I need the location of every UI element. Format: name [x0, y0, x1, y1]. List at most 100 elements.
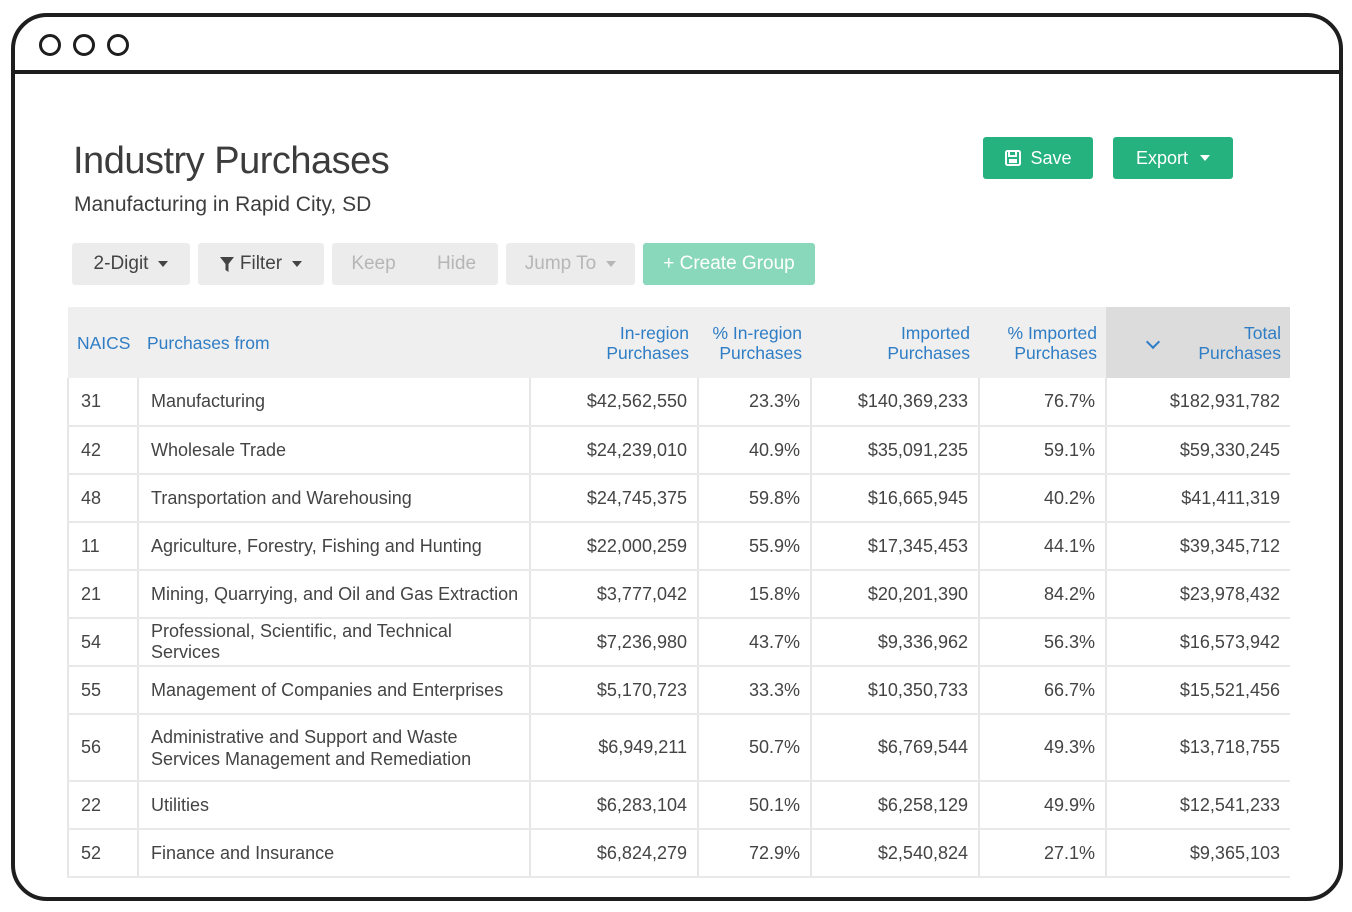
- window-control-dot-2[interactable]: [73, 34, 95, 56]
- pct-imported-cell: 49.9%: [979, 781, 1107, 830]
- naics-cell: 56: [67, 714, 138, 782]
- table-row[interactable]: 21 Mining, Quarrying, and Oil and Gas Ext…: [67, 570, 1290, 619]
- col-header-total-purchases[interactable]: Total Purchases: [1106, 307, 1290, 378]
- total-purchases-cell: $23,978,432: [1106, 570, 1290, 619]
- total-purchases-cell: $13,718,755: [1106, 714, 1290, 782]
- keep-button[interactable]: Keep: [332, 243, 415, 285]
- window-control-dot-1[interactable]: [39, 34, 61, 56]
- imported-purchases-cell: $10,350,733: [811, 666, 980, 715]
- total-purchases-cell: $39,345,712: [1106, 522, 1290, 571]
- pct-inregion-cell: 50.1%: [698, 781, 812, 830]
- table-row[interactable]: 52 Finance and Insurance $6,824,279 72.9% $2…: [67, 829, 1290, 878]
- hide-button[interactable]: Hide: [415, 243, 498, 285]
- total-purchases-cell: $9,365,103: [1106, 829, 1290, 878]
- industry-name-cell[interactable]: Professional, Scientific, and Technical …: [137, 618, 531, 667]
- inregion-purchases-cell: $42,562,550: [530, 378, 699, 427]
- industry-name-cell[interactable]: Administrative and Support and Waste Ser…: [137, 714, 531, 782]
- naics-cell: 11: [67, 522, 138, 571]
- browser-window: Industry Purchases Manufacturing in Rapi…: [11, 13, 1343, 901]
- caret-down-icon: [158, 261, 169, 267]
- table-row[interactable]: 54 Professional, Scientific, and Technica…: [67, 618, 1290, 667]
- industry-name-cell[interactable]: Utilities: [137, 781, 531, 830]
- imported-purchases-cell: $35,091,235: [811, 426, 980, 475]
- pct-inregion-cell: 72.9%: [698, 829, 812, 878]
- industry-name-cell[interactable]: Mining, Quarrying, and Oil and Gas Extra…: [137, 570, 531, 619]
- industry-name-cell[interactable]: Manufacturing: [137, 378, 531, 427]
- create-group-button[interactable]: + Create Group: [643, 243, 815, 285]
- imported-purchases-cell: $16,665,945: [811, 474, 980, 523]
- inregion-purchases-cell: $24,745,375: [530, 474, 699, 523]
- table-row[interactable]: 11 Agriculture, Forestry, Fishing and Hun…: [67, 522, 1290, 571]
- save-button-label: Save: [1030, 147, 1072, 168]
- page-subtitle: Manufacturing in Rapid City, SD: [74, 193, 372, 216]
- jump-to-label: Jump To: [524, 253, 597, 274]
- imported-purchases-cell: $20,201,390: [811, 570, 980, 619]
- table-row[interactable]: 22 Utilities $6,283,104 50.1% $6,258,129 49.9…: [67, 781, 1290, 830]
- pct-inregion-cell: 23.3%: [698, 378, 812, 427]
- col-header-purchases-from[interactable]: Purchases from: [147, 332, 270, 353]
- naics-cell: 42: [67, 426, 138, 475]
- inregion-purchases-cell: $6,283,104: [530, 781, 699, 830]
- create-group-label: + Create Group: [663, 253, 795, 274]
- save-button[interactable]: Save: [983, 137, 1093, 179]
- imported-purchases-cell: $6,258,129: [811, 781, 980, 830]
- naics-cell: 52: [67, 829, 138, 878]
- window-control-dot-3[interactable]: [107, 34, 129, 56]
- sort-descending-icon: [1145, 334, 1161, 350]
- industry-name-cell[interactable]: Management of Companies and Enterprises: [137, 666, 531, 715]
- col-header-pct-inregion[interactable]: % In-region Purchases: [712, 322, 803, 363]
- pct-inregion-cell: 43.7%: [698, 618, 812, 667]
- digit-level-dropdown[interactable]: 2-Digit: [72, 243, 190, 285]
- filter-dropdown[interactable]: Filter: [198, 243, 324, 285]
- inregion-purchases-cell: $24,239,010: [530, 426, 699, 475]
- table-row[interactable]: 31 Manufacturing $42,562,550 23.3% $140,369,…: [67, 378, 1290, 427]
- filter-icon: [219, 256, 234, 272]
- caret-down-icon: [1200, 155, 1211, 161]
- jump-to-dropdown[interactable]: Jump To: [506, 243, 635, 285]
- industry-name-cell[interactable]: Agriculture, Forestry, Fishing and Hunti…: [137, 522, 531, 571]
- naics-cell: 21: [67, 570, 138, 619]
- table-row[interactable]: 42 Wholesale Trade $24,239,010 40.9% $35,091…: [67, 426, 1290, 475]
- industry-name-cell[interactable]: Transportation and Warehousing: [137, 474, 531, 523]
- imported-purchases-cell: $2,540,824: [811, 829, 980, 878]
- imported-purchases-cell: $6,769,544: [811, 714, 980, 782]
- table-row[interactable]: 56 Administrative and Support and Waste S…: [67, 714, 1290, 782]
- total-purchases-cell: $12,541,233: [1106, 781, 1290, 830]
- inregion-purchases-cell: $6,949,211: [530, 714, 699, 782]
- col-header-imported-purchases[interactable]: Imported Purchases: [887, 322, 970, 363]
- keep-hide-group: Keep Hide: [332, 243, 498, 285]
- table-row[interactable]: 48 Transportation and Warehousing $24,745,…: [67, 474, 1290, 523]
- export-button[interactable]: Export: [1113, 137, 1233, 179]
- naics-cell: 31: [67, 378, 138, 427]
- naics-cell: 48: [67, 474, 138, 523]
- caret-down-icon: [292, 261, 303, 267]
- pct-imported-cell: 66.7%: [979, 666, 1107, 715]
- pct-inregion-cell: 59.8%: [698, 474, 812, 523]
- inregion-purchases-cell: $6,824,279: [530, 829, 699, 878]
- pct-imported-cell: 84.2%: [979, 570, 1107, 619]
- industry-name-cell[interactable]: Wholesale Trade: [137, 426, 531, 475]
- col-header-naics[interactable]: NAICS: [77, 332, 131, 353]
- naics-cell: 55: [67, 666, 138, 715]
- pct-imported-cell: 56.3%: [979, 618, 1107, 667]
- pct-inregion-cell: 33.3%: [698, 666, 812, 715]
- naics-cell: 54: [67, 618, 138, 667]
- window-titlebar: [15, 17, 1339, 74]
- digit-level-label: 2-Digit: [93, 253, 149, 274]
- hide-label: Hide: [436, 253, 477, 274]
- page-title: Industry Purchases: [73, 140, 390, 182]
- total-purchases-cell: $16,573,942: [1106, 618, 1290, 667]
- table-toolbar: 2-Digit Filter Keep Hide Jump To + Creat…: [15, 243, 1339, 285]
- pct-inregion-cell: 40.9%: [698, 426, 812, 475]
- col-header-inregion-purchases[interactable]: In-region Purchases: [606, 322, 689, 363]
- imported-purchases-cell: $140,369,233: [811, 378, 980, 427]
- table-body: 31 Manufacturing $42,562,550 23.3% $140,369,…: [67, 378, 1290, 878]
- inregion-purchases-cell: $5,170,723: [530, 666, 699, 715]
- imported-purchases-cell: $9,336,962: [811, 618, 980, 667]
- table-row[interactable]: 55 Management of Companies and Enterprise…: [67, 666, 1290, 715]
- inregion-purchases-cell: $22,000,259: [530, 522, 699, 571]
- col-header-pct-imported[interactable]: % Imported Purchases: [1007, 322, 1097, 363]
- pct-imported-cell: 27.1%: [979, 829, 1107, 878]
- pct-imported-cell: 49.3%: [979, 714, 1107, 782]
- industry-name-cell[interactable]: Finance and Insurance: [137, 829, 531, 878]
